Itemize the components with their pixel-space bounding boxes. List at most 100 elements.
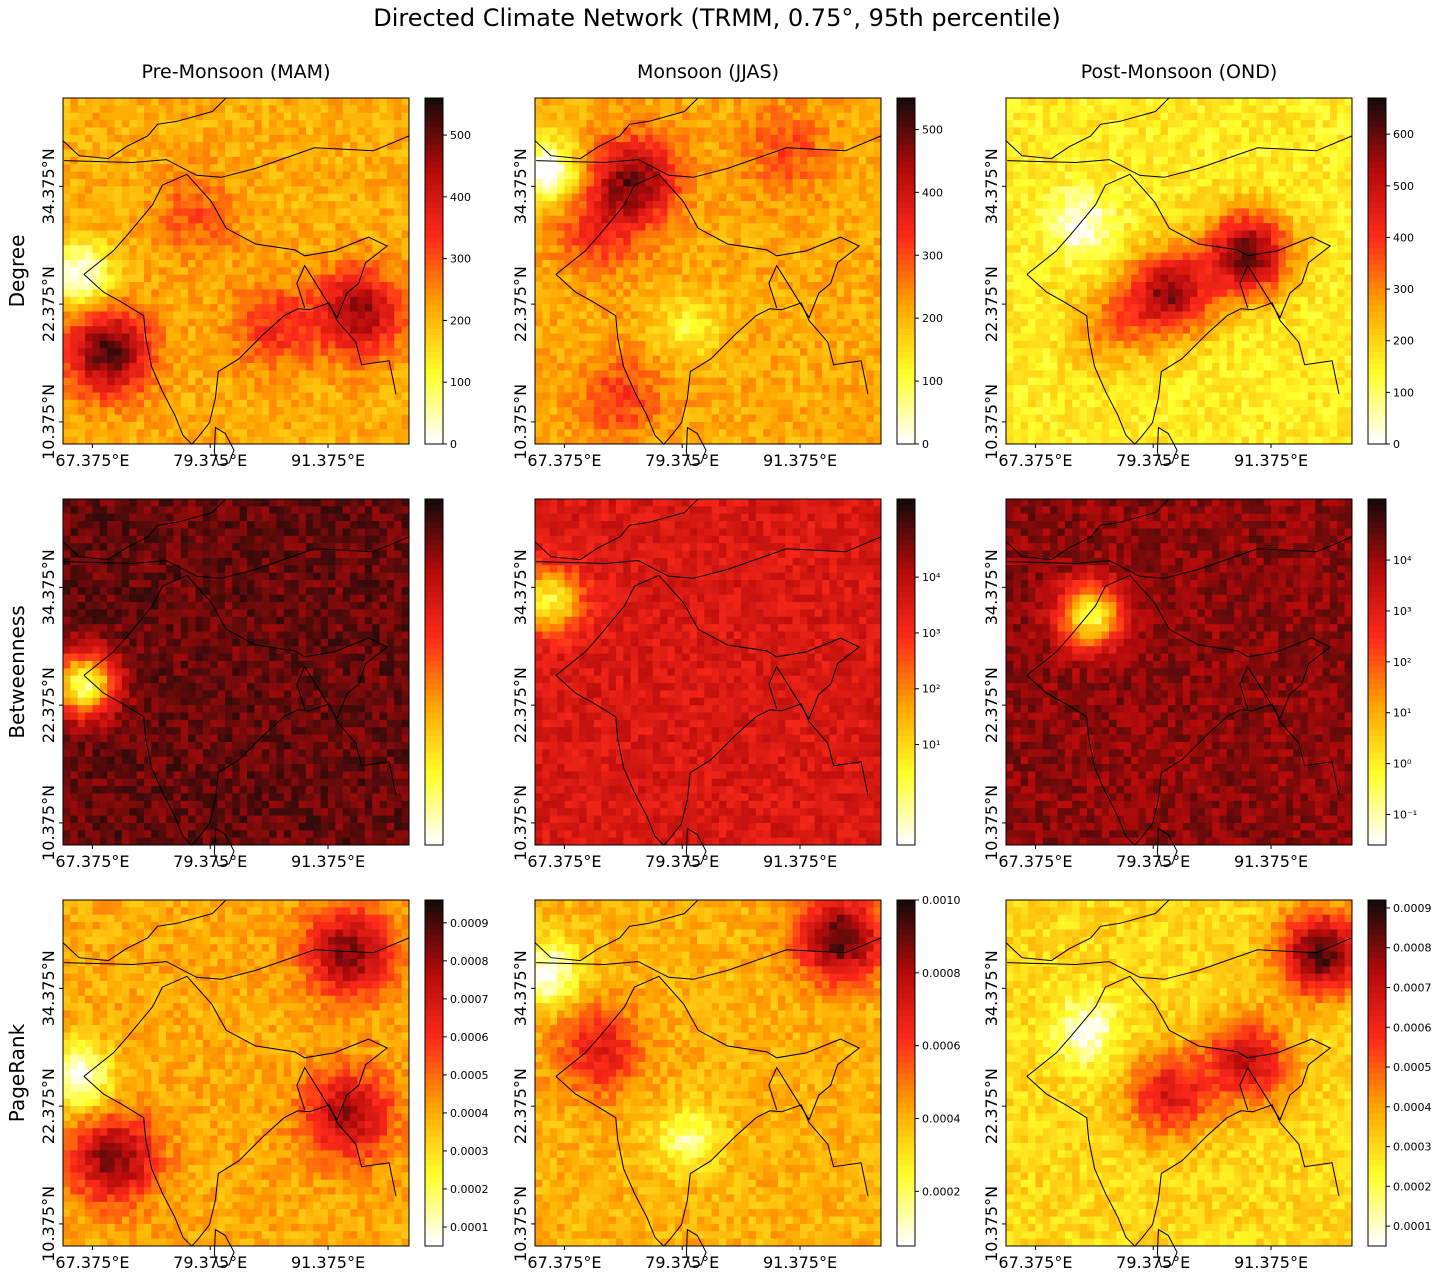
heatmap-cell: [143, 289, 152, 298]
heatmap-cell: [1013, 112, 1022, 121]
heatmap-cell: [586, 282, 595, 290]
heatmap-cell: [114, 363, 123, 371]
heatmap-cell: [166, 429, 174, 438]
heatmap-cell: [63, 355, 71, 364]
heatmap-cell: [247, 436, 255, 445]
heatmap-cell: [70, 252, 79, 261]
heatmap-cell: [645, 120, 654, 128]
heatmap-cell: [770, 237, 779, 246]
heatmap-cell: [210, 252, 218, 261]
heatmap-cell: [652, 112, 661, 121]
heatmap-cell: [70, 120, 79, 128]
heatmap-cell: [70, 282, 79, 290]
colorbar-step: [425, 207, 443, 214]
heatmap-cell: [372, 134, 380, 143]
heatmap-cell: [557, 267, 565, 276]
heatmap-cell: [719, 385, 727, 393]
heatmap-cell: [608, 237, 617, 246]
heatmap-cell: [638, 363, 646, 371]
heatmap-cell: [269, 223, 277, 231]
heatmap-cell: [158, 149, 167, 158]
heatmap-cell: [741, 363, 749, 371]
heatmap-cell: [755, 377, 764, 386]
heatmap-cell: [792, 120, 801, 128]
heatmap-cell: [1042, 377, 1051, 386]
colorbar-step: [897, 369, 915, 376]
colorbar-step: [897, 201, 915, 209]
heatmap-cell: [682, 318, 690, 327]
heatmap-cell: [638, 421, 646, 430]
heatmap-cell: [92, 421, 101, 430]
heatmap-cell: [114, 370, 123, 379]
heatmap-cell: [372, 355, 380, 364]
heatmap-cell: [261, 120, 270, 128]
heatmap-cell: [107, 245, 115, 253]
heatmap-cell: [1057, 392, 1066, 401]
heatmap-cell: [121, 304, 130, 312]
heatmap-cell: [638, 105, 646, 114]
heatmap-cell: [210, 289, 218, 298]
heatmap-cell: [858, 355, 867, 364]
heatmap-cell: [291, 385, 299, 393]
heatmap-cell: [305, 171, 314, 180]
heatmap-cell: [401, 201, 410, 209]
heatmap-cell: [1028, 436, 1036, 445]
heatmap-cell: [674, 245, 683, 253]
heatmap-cell: [254, 392, 263, 401]
heatmap-cell: [858, 289, 867, 298]
heatmap-cell: [269, 208, 277, 217]
heatmap-cell: [579, 407, 587, 415]
heatmap-cell: [564, 237, 573, 246]
heatmap-cell: [571, 156, 580, 165]
heatmap-cell: [593, 348, 602, 357]
heatmap-cell: [1050, 282, 1058, 290]
heatmap-cell: [1042, 267, 1051, 276]
heatmap-cell: [129, 171, 138, 180]
heatmap-cell: [829, 421, 838, 430]
heatmap-cell: [638, 282, 646, 290]
heatmap-cell: [822, 377, 830, 386]
heatmap-cell: [807, 259, 816, 268]
heatmap-cell: [1050, 178, 1058, 187]
heatmap-cell: [1013, 171, 1022, 180]
heatmap-cell: [733, 267, 742, 276]
heatmap-cell: [217, 326, 226, 334]
heatmap-cell: [726, 282, 735, 290]
heatmap-cell: [733, 120, 742, 128]
heatmap-cell: [247, 421, 255, 430]
heatmap-cell: [741, 120, 749, 128]
heatmap-cell: [202, 178, 211, 187]
heatmap-cell: [298, 333, 307, 342]
heatmap-cell: [107, 134, 115, 143]
heatmap-cell: [704, 274, 713, 283]
heatmap-cell: [77, 355, 86, 364]
heatmap-cell: [851, 164, 860, 173]
heatmap-cell: [571, 289, 580, 298]
heatmap-cell: [535, 429, 543, 438]
heatmap-cell: [1057, 304, 1066, 312]
heatmap-cell: [291, 392, 299, 401]
heatmap-cell: [386, 230, 395, 239]
heatmap-cell: [379, 215, 388, 224]
heatmap-cell: [792, 171, 801, 180]
heatmap-cell: [748, 98, 757, 106]
heatmap-cell: [85, 333, 93, 342]
heatmap-cell: [696, 333, 705, 342]
heatmap-cell: [674, 156, 683, 165]
heatmap-cell: [305, 348, 314, 357]
heatmap-cell: [313, 149, 322, 158]
heatmap-cell: [1035, 156, 1044, 165]
heatmap-cell: [822, 348, 830, 357]
heatmap-cell: [785, 193, 794, 202]
heatmap-cell: [608, 252, 617, 261]
heatmap-cell: [63, 178, 71, 187]
heatmap-cell: [777, 385, 786, 393]
heatmap-cell: [682, 377, 690, 386]
heatmap-cell: [247, 348, 255, 357]
heatmap-cell: [733, 134, 742, 143]
heatmap-cell: [689, 289, 698, 298]
heatmap-cell: [261, 326, 270, 334]
heatmap-cell: [136, 164, 145, 173]
colorbar-step: [425, 109, 443, 116]
heatmap-cell: [173, 208, 182, 217]
